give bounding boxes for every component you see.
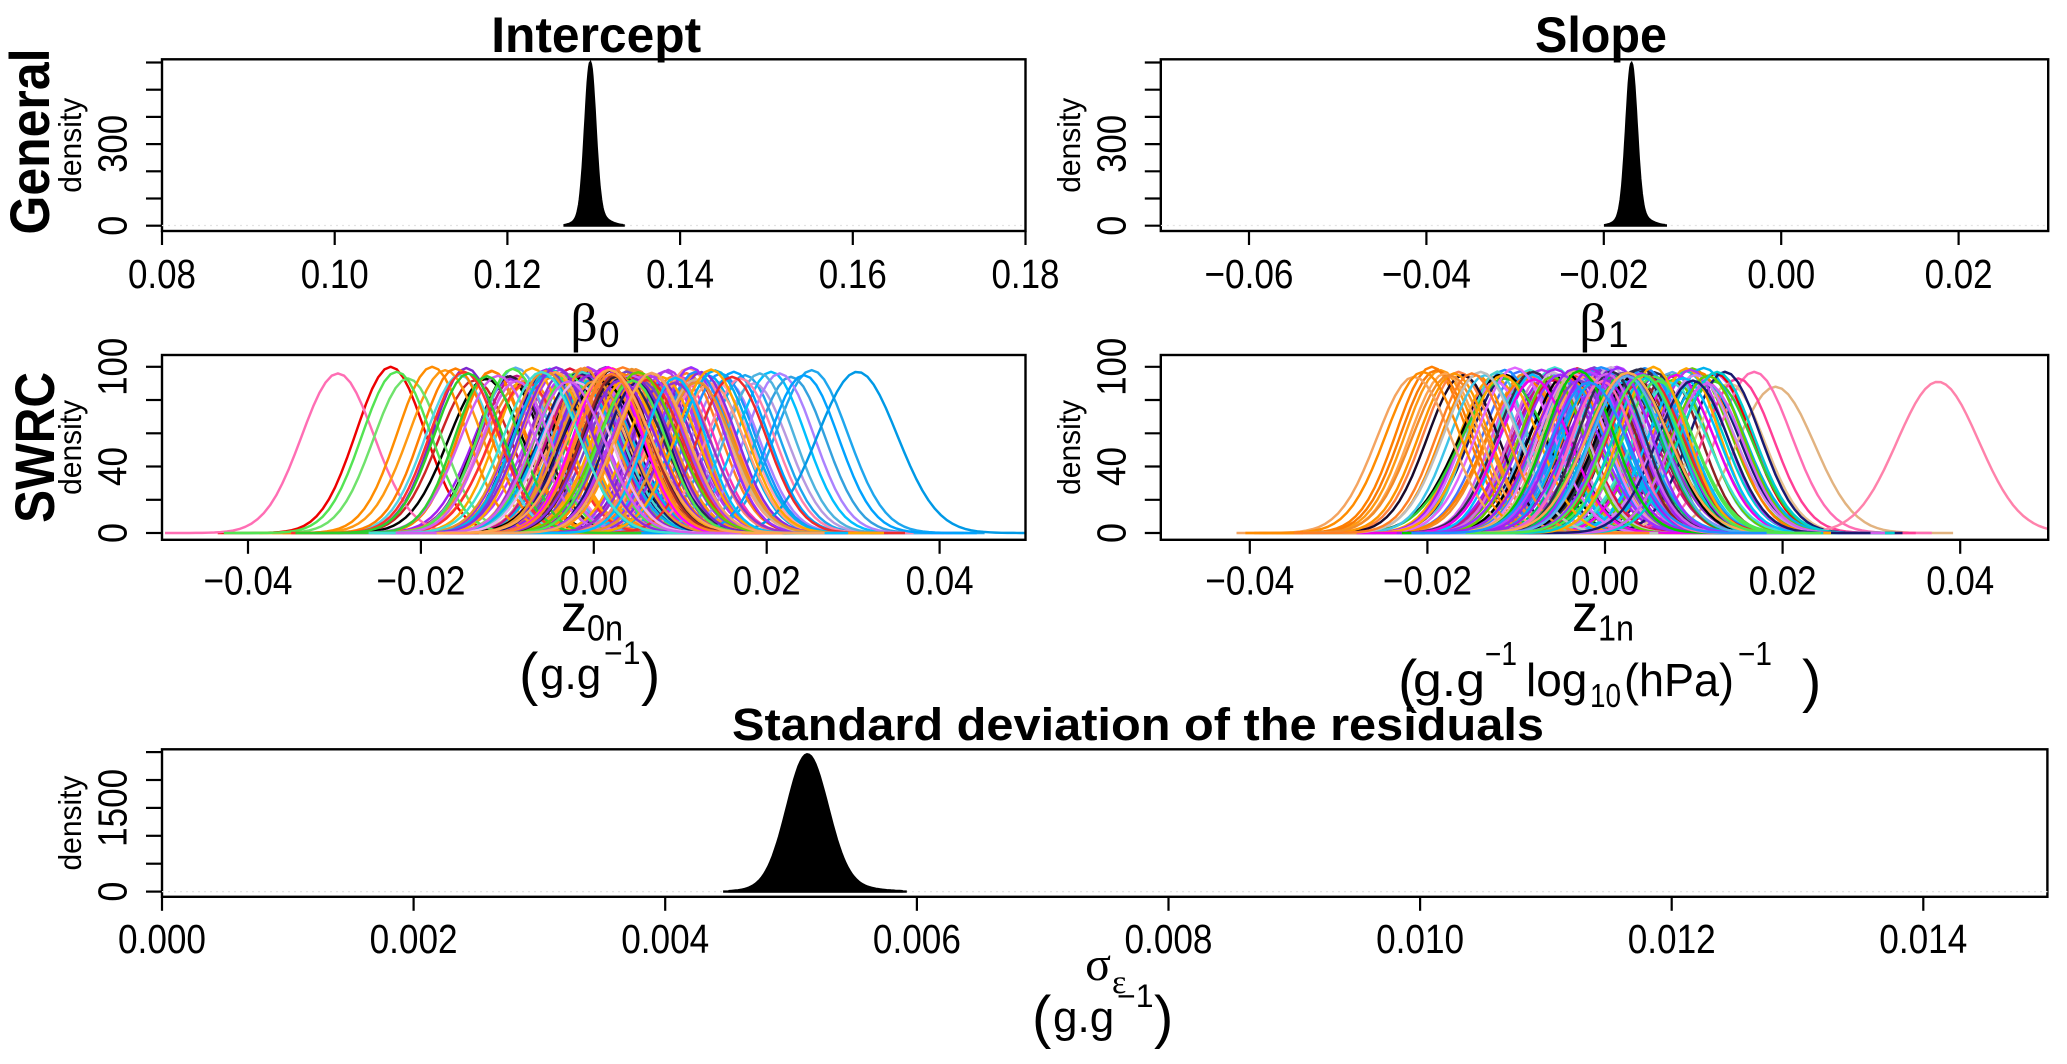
svg-text:0: 0 — [599, 314, 620, 355]
svg-text:0.12: 0.12 — [473, 251, 541, 297]
svg-text:): ) — [1154, 985, 1173, 1050]
svg-text:0.010: 0.010 — [1376, 916, 1464, 962]
svg-text:0.00: 0.00 — [1747, 251, 1815, 297]
svg-text:0.012: 0.012 — [1628, 916, 1716, 962]
svg-text:0.18: 0.18 — [992, 251, 1060, 297]
svg-text:0.02: 0.02 — [1749, 557, 1817, 603]
svg-text:0: 0 — [90, 882, 136, 902]
svg-text:−1: −1 — [604, 635, 640, 671]
svg-text:0.014: 0.014 — [1879, 916, 1967, 962]
svg-text:0: 0 — [1088, 216, 1134, 236]
svg-text:−0.02: −0.02 — [376, 557, 465, 603]
svg-text:0n: 0n — [587, 608, 623, 649]
svg-text:g.g: g.g — [1413, 654, 1485, 706]
svg-text:(hPa): (hPa) — [1624, 654, 1734, 706]
svg-text:0.16: 0.16 — [819, 251, 887, 297]
svg-text:1500: 1500 — [90, 769, 136, 847]
svg-text:density: density — [52, 98, 88, 193]
svg-text:−1: −1 — [1738, 635, 1772, 672]
svg-text:Slope: Slope — [1535, 7, 1667, 63]
svg-text:0: 0 — [90, 216, 136, 236]
svg-text:β: β — [570, 293, 597, 353]
svg-text:g.g: g.g — [1053, 993, 1114, 1042]
svg-text:0.00: 0.00 — [560, 557, 628, 603]
svg-text:0.004: 0.004 — [621, 916, 709, 962]
svg-text:0.008: 0.008 — [1125, 916, 1213, 962]
svg-text:): ) — [641, 642, 660, 707]
svg-text:0.10: 0.10 — [301, 251, 369, 297]
svg-text:Intercept: Intercept — [491, 7, 701, 63]
svg-text:density: density — [52, 400, 88, 495]
svg-text:0.02: 0.02 — [733, 557, 801, 603]
svg-text:10: 10 — [1590, 677, 1621, 714]
svg-text:0.02: 0.02 — [1925, 251, 1993, 297]
svg-text:300: 300 — [1088, 115, 1134, 173]
svg-text:0.04: 0.04 — [906, 557, 974, 603]
svg-text:): ) — [1802, 649, 1821, 714]
svg-text:density: density — [1051, 400, 1087, 495]
svg-text:0.08: 0.08 — [128, 251, 196, 297]
svg-text:density: density — [52, 775, 88, 870]
svg-text:General: General — [0, 49, 61, 235]
svg-text:0.14: 0.14 — [646, 251, 714, 297]
svg-text:−0.02: −0.02 — [1383, 557, 1472, 603]
svg-text:(: ( — [519, 642, 538, 707]
svg-text:log: log — [1526, 654, 1587, 706]
svg-text:−0.06: −0.06 — [1205, 251, 1294, 297]
svg-text:0: 0 — [1088, 523, 1134, 543]
svg-text:SWRC: SWRC — [3, 372, 66, 523]
svg-text:40: 40 — [90, 447, 136, 486]
svg-text:0: 0 — [90, 523, 136, 543]
svg-text:−0.02: −0.02 — [1559, 251, 1648, 297]
svg-text:(: ( — [1032, 985, 1051, 1050]
svg-text:0.002: 0.002 — [370, 916, 458, 962]
svg-text:β: β — [1579, 293, 1606, 353]
svg-text:40: 40 — [1088, 447, 1134, 486]
svg-text:−1: −1 — [1117, 978, 1153, 1014]
svg-text:−0.04: −0.04 — [1382, 251, 1471, 297]
svg-text:300: 300 — [90, 115, 136, 173]
svg-text:z: z — [561, 585, 587, 643]
svg-text:100: 100 — [1088, 338, 1134, 396]
svg-text:(: ( — [1398, 649, 1417, 714]
svg-text:ε: ε — [1112, 964, 1126, 1001]
svg-text:1n: 1n — [1598, 608, 1634, 649]
svg-text:−1: −1 — [1485, 635, 1517, 672]
svg-text:0.000: 0.000 — [118, 916, 206, 962]
svg-text:z: z — [1572, 585, 1598, 643]
svg-text:0.00: 0.00 — [1571, 557, 1639, 603]
svg-text:0.006: 0.006 — [873, 916, 961, 962]
svg-text:0.04: 0.04 — [1926, 557, 1994, 603]
svg-text:g.g: g.g — [540, 650, 601, 699]
svg-text:density: density — [1051, 98, 1087, 193]
svg-text:1: 1 — [1608, 314, 1629, 355]
svg-text:Standard deviation of the resi: Standard deviation of the residuals — [732, 699, 1544, 750]
svg-text:σ: σ — [1085, 938, 1111, 991]
svg-text:−0.04: −0.04 — [204, 557, 293, 603]
svg-text:−0.04: −0.04 — [1205, 557, 1294, 603]
svg-text:100: 100 — [90, 338, 136, 396]
